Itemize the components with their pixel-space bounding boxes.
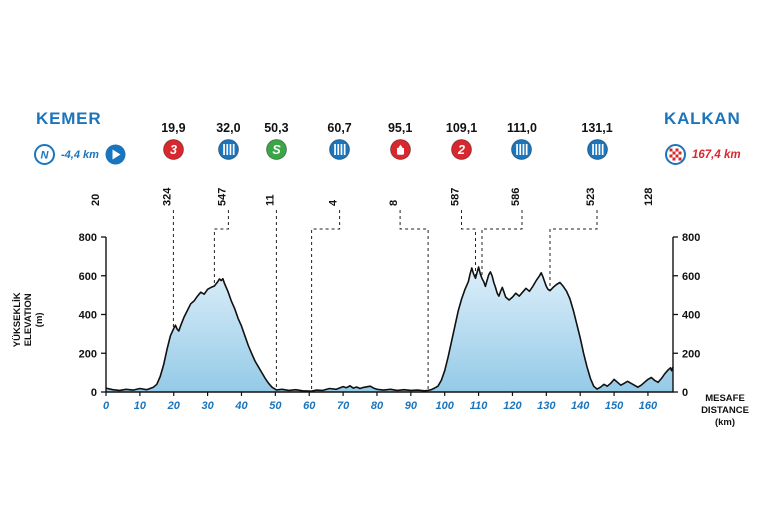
feed-zone-icon — [389, 138, 412, 161]
marker-distance-label: 60,7 — [327, 121, 352, 135]
tunnel-icon — [328, 138, 351, 161]
y-tick-label: 200 — [79, 348, 97, 360]
x-tick-label: 140 — [571, 400, 590, 412]
elevation-value-label: 8 — [388, 200, 400, 206]
svg-text:3: 3 — [170, 143, 177, 157]
start-info: N -4,4 km — [33, 143, 127, 166]
x-tick-label: 30 — [201, 400, 214, 412]
marker-guide-line — [461, 210, 476, 279]
y-tick-label: 400 — [79, 310, 97, 322]
x-tick-label: 50 — [269, 400, 282, 412]
marker-distance-label: 111,0 — [507, 121, 537, 135]
route-marker-category-2-climb: 109,1 2 — [432, 121, 492, 161]
x-tick-label: 120 — [503, 400, 522, 412]
elevation-value-label: 586 — [510, 188, 522, 206]
y-tick-label: 0 — [682, 387, 688, 399]
marker-guide-line — [213, 210, 229, 286]
marker-distance-label: 95,1 — [387, 121, 413, 135]
finish-elevation-label: 128 — [643, 188, 655, 206]
x-tick-label: 110 — [470, 400, 488, 412]
elevation-value-label: 324 — [161, 187, 173, 206]
x-axis-label: MESAFE DISTANCE (km) — [690, 393, 760, 429]
route-marker-tunnel: 131,1 — [567, 121, 627, 161]
y-tick-label: 600 — [682, 271, 700, 283]
marker-guide-line — [549, 210, 598, 291]
marker-distance-label: 50,3 — [264, 121, 289, 135]
y-axis-label: YÜKSEKLİK ELEVATION (m) — [12, 274, 46, 366]
x-axis-label-line3: (km) — [714, 416, 736, 428]
finish-flag-icon — [664, 143, 687, 166]
x-tick-label: 80 — [371, 400, 384, 412]
y-tick-label: 0 — [91, 387, 97, 399]
category-2-climb-icon: 2 — [450, 138, 473, 161]
finish-info: 167,4 km — [664, 143, 741, 166]
finish-city-label: KALKAN — [664, 109, 741, 128]
start-elevation-label: 20 — [90, 194, 102, 206]
x-tick-label: 60 — [303, 400, 316, 412]
svg-text:2: 2 — [457, 143, 465, 157]
category-3-climb-icon: 3 — [162, 138, 185, 161]
elevation-area — [106, 267, 673, 392]
x-tick-label: 160 — [639, 400, 658, 412]
elevation-value-label: 587 — [450, 188, 462, 206]
elevation-value-label: 523 — [585, 188, 597, 206]
marker-distance-label: 32,0 — [216, 121, 241, 135]
tunnel-icon — [217, 138, 240, 161]
svg-text:N: N — [41, 150, 50, 162]
y-tick-label: 800 — [682, 232, 700, 244]
y-axis-label-line2: ELEVATION — [23, 293, 35, 347]
x-tick-label: 100 — [436, 400, 455, 412]
route-marker-tunnel: 60,7 — [310, 121, 370, 161]
elevation-value-label: 547 — [216, 188, 228, 206]
marker-guide-line — [311, 210, 341, 392]
x-tick-label: 0 — [103, 400, 110, 412]
y-axis-label-line3: (m) — [34, 312, 46, 328]
route-marker-sprint: 50,3 S — [246, 121, 306, 161]
marker-distance-label: 19,9 — [161, 121, 186, 135]
y-tick-label: 600 — [79, 271, 97, 283]
route-marker-feed-zone: 95,1 — [370, 121, 430, 161]
x-tick-label: 150 — [605, 400, 624, 412]
marker-guide-line — [399, 210, 429, 391]
marker-distance-label: 109,1 — [445, 121, 478, 135]
neutral-start-icon: N — [33, 143, 56, 166]
y-axis-label-line1: YÜKSEKLİK — [12, 292, 24, 348]
route-marker-category-3-climb: 19,9 3 — [143, 121, 203, 161]
x-tick-label: 40 — [234, 400, 248, 412]
sprint-icon: S — [265, 138, 288, 161]
y-tick-label: 800 — [79, 232, 97, 244]
x-tick-label: 90 — [405, 400, 418, 412]
elevation-value-label: 4 — [328, 199, 340, 206]
elevation-value-label: 11 — [264, 194, 276, 206]
x-tick-label: 130 — [537, 400, 556, 412]
start-direction-icon — [104, 143, 127, 166]
start-city-label: KEMER — [36, 109, 102, 128]
x-tick-label: 10 — [134, 400, 147, 412]
marker-distance-label: 131,1 — [581, 121, 613, 135]
x-axis-label-line2: DISTANCE — [701, 404, 749, 416]
total-distance-label: 167,4 km — [692, 148, 741, 161]
x-tick-label: 70 — [337, 400, 350, 412]
x-axis-label-line1: MESAFE — [705, 393, 745, 404]
marker-guide-line — [481, 210, 523, 279]
route-marker-tunnel: 111,0 — [492, 121, 552, 161]
route-marker-tunnel: 32,0 — [198, 121, 258, 161]
tunnel-icon — [586, 138, 609, 161]
x-tick-label: 20 — [167, 400, 181, 412]
tunnel-icon — [510, 138, 533, 161]
neutral-distance-label: -4,4 km — [61, 148, 99, 161]
svg-text:S: S — [272, 143, 281, 157]
elevation-line — [105, 266, 674, 392]
y-tick-label: 400 — [682, 310, 700, 322]
y-tick-label: 200 — [682, 348, 700, 360]
